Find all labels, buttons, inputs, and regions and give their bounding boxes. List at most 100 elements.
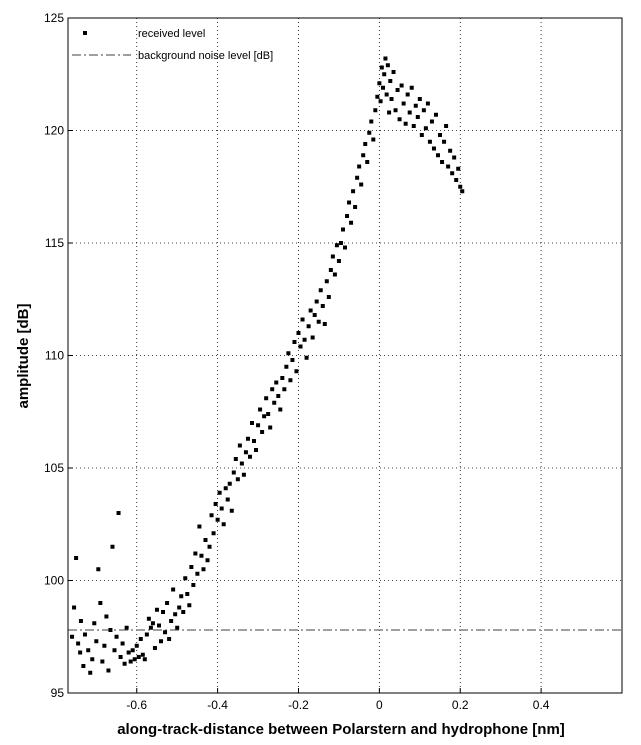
data-point: [296, 331, 301, 335]
data-point: [389, 97, 394, 101]
data-point: [405, 92, 410, 97]
data-point: [353, 205, 358, 209]
data-point: [197, 524, 202, 529]
data-point: [415, 115, 420, 119]
data-point: [266, 412, 271, 416]
legend-label-noise: background noise level [dB]: [138, 50, 273, 62]
data-point: [288, 378, 293, 383]
data-point: [102, 643, 107, 648]
data-point: [399, 83, 404, 88]
data-point: [409, 85, 414, 90]
data-point: [442, 139, 447, 144]
data-point: [225, 497, 230, 502]
data-point: [201, 567, 206, 572]
data-point: [110, 544, 115, 549]
data-point: [393, 108, 398, 113]
data-point: [419, 133, 424, 137]
data-point: [100, 659, 105, 664]
data-point: [383, 56, 388, 61]
legend-marker-received: [83, 31, 87, 35]
data-point: [150, 621, 155, 626]
data-point: [373, 108, 378, 113]
data-point: [254, 448, 259, 452]
data-point: [382, 72, 387, 77]
data-point: [345, 214, 350, 218]
data-point: [78, 650, 83, 655]
data-point: [363, 142, 368, 146]
data-point: [114, 634, 119, 639]
data-point: [74, 556, 79, 560]
data-point: [397, 117, 402, 122]
data-point: [270, 387, 275, 392]
data-point: [452, 155, 457, 160]
data-point: [116, 511, 121, 515]
x-tick-label: -0.6: [126, 698, 147, 712]
data-point: [81, 664, 86, 668]
data-point: [209, 513, 214, 518]
data-point: [369, 119, 374, 124]
data-point: [306, 324, 311, 329]
data-point: [272, 400, 277, 405]
data-point: [381, 85, 386, 90]
data-point: [332, 272, 337, 277]
data-point: [177, 605, 182, 610]
data-point: [70, 634, 75, 639]
data-point: [215, 517, 220, 522]
data-point: [316, 319, 321, 324]
data-point: [169, 619, 174, 623]
data-point: [401, 101, 406, 106]
data-point: [243, 450, 248, 455]
data-point: [378, 99, 383, 104]
data-point: [181, 610, 186, 614]
data-point: [146, 616, 151, 621]
data-point: [94, 639, 99, 644]
data-point: [284, 364, 289, 369]
data-point: [433, 112, 438, 117]
data-point: [78, 619, 83, 623]
data-point: [203, 538, 208, 542]
data-point: [330, 254, 335, 259]
y-tick-label: 110: [45, 349, 64, 363]
data-point: [175, 625, 180, 630]
data-point: [152, 646, 157, 650]
y-axis-ticks: 95 100 105 110 115 120 125: [44, 11, 73, 700]
data-point: [361, 153, 366, 158]
data-point: [300, 317, 305, 322]
data-point: [120, 641, 125, 646]
data-point: [126, 650, 131, 655]
x-axis-label: along-track-distance between Polarstern …: [117, 721, 565, 738]
data-point: [413, 103, 418, 108]
data-point: [377, 81, 382, 86]
data-point: [142, 657, 147, 662]
data-point: [130, 648, 135, 653]
data-point: [138, 637, 143, 641]
data-point: [217, 490, 222, 495]
data-point: [324, 279, 329, 284]
data-point: [411, 124, 416, 128]
data-point: [431, 146, 436, 151]
y-tick-label: 125: [44, 11, 64, 25]
data-point: [223, 486, 228, 491]
x-tick-label: 0: [376, 698, 383, 712]
data-point: [340, 227, 345, 232]
x-tick-label: -0.4: [207, 698, 228, 712]
data-point: [183, 576, 188, 581]
data-point: [163, 630, 168, 635]
data-point: [375, 94, 380, 99]
data-point: [205, 558, 210, 563]
data-point: [446, 164, 451, 169]
y-tick-label: 115: [45, 236, 64, 250]
data-point: [282, 387, 287, 392]
data-point: [440, 160, 445, 164]
data-point: [86, 648, 91, 653]
data-point: [438, 133, 443, 137]
data-point: [264, 396, 269, 401]
data-point: [260, 430, 265, 434]
data-point: [96, 567, 101, 572]
data-point: [421, 108, 426, 113]
data-point: [233, 457, 238, 461]
data-point: [161, 610, 166, 614]
data-point: [241, 472, 246, 477]
y-tick-label: 95: [51, 686, 65, 700]
data-point: [336, 259, 341, 263]
